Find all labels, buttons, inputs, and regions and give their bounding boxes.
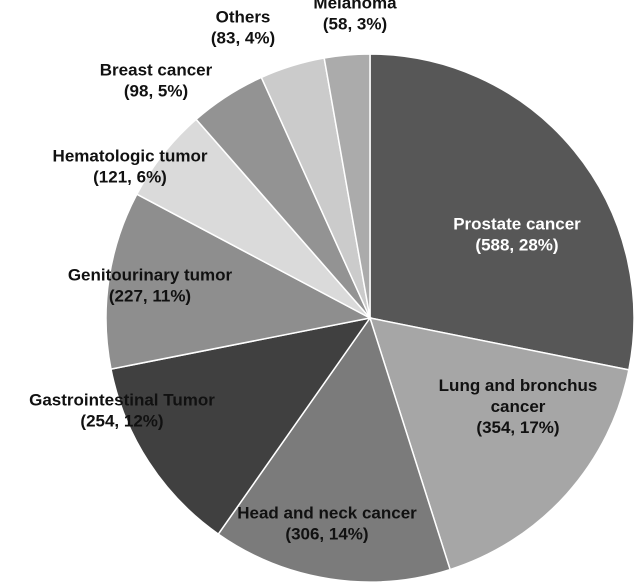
slice-label-line: Prostate cancer [453, 215, 581, 234]
pie-slice-lung-and-bronchus-cancer [368, 317, 630, 571]
slice-label-line: (254, 12%) [80, 412, 163, 431]
pie-labels: Prostate cancer (588, 28%) Lung and bronch… [29, 0, 597, 544]
slice-label-line: Others [216, 8, 271, 27]
slice-label-line: (227, 11%) [109, 287, 191, 306]
pie-slices [105, 53, 635, 583]
slice-label-breast-cancer: Breast cancer (98, 5%) [100, 61, 213, 101]
slice-label-line: Genitourinary tumor [68, 266, 233, 285]
slice-label-line: (83, 4%) [211, 29, 275, 48]
slice-label-line: (121, 6%) [93, 168, 167, 187]
slice-label-head-and-neck-cancer: Head and neck cancer (306, 14%) [237, 504, 417, 544]
slice-label-line: (58, 3%) [323, 15, 387, 34]
slice-label-line: Breast cancer [100, 61, 213, 80]
slice-label-hematologic-tumor: Hematologic tumor (121, 6%) [53, 147, 208, 187]
slice-label-genitourinary-tumor: Genitourinary tumor (227, 11%) [68, 266, 233, 306]
slice-label-line: (588, 28%) [475, 236, 558, 255]
pie-slice-melanoma [323, 53, 371, 319]
slice-label-gastrointestinal-tumor: Gastrointestinal Tumor (254, 12%) [29, 391, 215, 431]
slice-label-prostate-cancer: Prostate cancer (588, 28%) [453, 215, 581, 255]
pie-slice-gastrointestinal-tumor [110, 316, 372, 536]
slice-label-line: (354, 17%) [476, 418, 559, 437]
slice-label-line: (98, 5%) [124, 82, 188, 101]
slice-label-line: Head and neck cancer [237, 504, 417, 523]
pie-slice-prostate-cancer [369, 53, 635, 371]
slice-label-line: cancer [491, 397, 546, 416]
slice-label-line: Melanoma [313, 0, 397, 13]
pie-slice-genitourinary-tumor [105, 193, 373, 370]
slice-label-line: Hematologic tumor [53, 147, 208, 166]
slice-label-line: (306, 14%) [285, 525, 368, 544]
slice-label-melanoma: Melanoma (58, 3%) [313, 0, 397, 34]
pie-slice-head-and-neck-cancer [217, 316, 452, 583]
slice-label-others: Others (83, 4%) [211, 8, 275, 48]
slice-label-line: Lung and bronchus [439, 376, 598, 395]
slice-label-line: Gastrointestinal Tumor [29, 391, 215, 410]
slice-label-lung-and-bronchus-cancer: Lung and bronchus cancer (354, 17%) [439, 376, 598, 437]
